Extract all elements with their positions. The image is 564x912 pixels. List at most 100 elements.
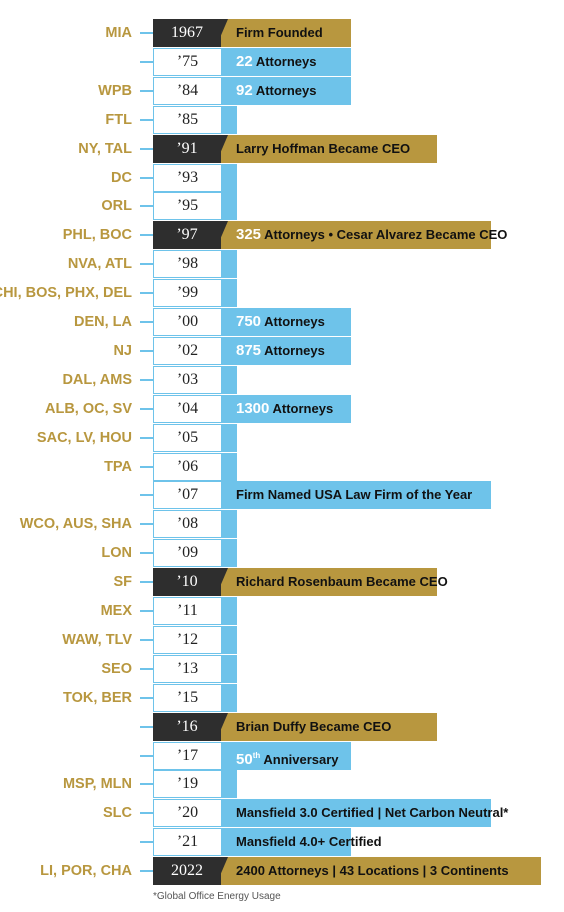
location-label: DC <box>111 169 132 186</box>
milestone-text: Mansfield 4.0+ Certified <box>236 828 382 856</box>
milestone-bar <box>221 47 351 76</box>
timeline-row: TPA ’06 <box>0 452 564 481</box>
milestone-number: 750 <box>236 313 262 330</box>
milestone-bar <box>221 857 541 886</box>
connector-tick <box>140 581 153 584</box>
year-label: ’09 <box>153 539 221 568</box>
location-label: SF <box>113 574 132 591</box>
year-label: ’85 <box>153 105 221 134</box>
timeline-row: ’17 50th Anniversary <box>0 741 564 770</box>
year-label: ’00 <box>153 308 221 336</box>
location-label: MSP, MLN <box>62 776 132 793</box>
connector-tick <box>140 436 153 439</box>
milestone-description: Anniversary <box>260 751 339 767</box>
connector-tick <box>140 292 153 295</box>
milestone-bar <box>221 365 237 394</box>
milestone-bar <box>221 683 237 712</box>
milestone-description: Brian Duffy Became CEO <box>236 718 392 734</box>
milestone-text: Richard Rosenbaum Became CEO <box>236 568 448 596</box>
timeline-row: ’16 Brian Duffy Became CEO <box>0 712 564 741</box>
timeline-row: SF ’10 Richard Rosenbaum Became CEO <box>0 568 564 597</box>
milestone-number: 50 <box>236 750 253 768</box>
milestone-description: Firm Founded <box>236 25 323 40</box>
connector-tick <box>140 870 153 873</box>
milestone-description: Attorneys <box>252 82 317 98</box>
year-label: ’19 <box>153 770 221 799</box>
milestone-bar <box>221 452 237 481</box>
milestone-text: Larry Hoffman Became CEO <box>236 135 410 163</box>
milestone-text: 1300 Attorneys <box>236 395 333 423</box>
location-label: PHL, BOC <box>62 227 132 244</box>
year-label: ’12 <box>153 625 221 654</box>
year-label: ’13 <box>153 654 221 683</box>
year-wedge <box>216 857 228 886</box>
milestone-description: Richard Rosenbaum Became CEO <box>236 574 448 590</box>
connector-tick <box>140 494 153 497</box>
timeline-row: CHI, BOS, PHX, DEL ’99 <box>0 279 564 308</box>
location-label: NY, TAL <box>78 140 132 157</box>
timeline-row: WAW, TLV ’12 <box>0 625 564 654</box>
connector-tick <box>140 89 153 92</box>
year-wedge <box>216 568 228 597</box>
location-label: SLC <box>103 805 132 822</box>
connector-tick <box>140 147 153 150</box>
year-label: ’05 <box>153 423 221 452</box>
year-label: ’07 <box>153 481 221 510</box>
milestone-bar <box>221 712 437 741</box>
milestone-text: Firm Founded <box>236 19 323 47</box>
year-label: ’16 <box>153 712 221 741</box>
timeline-row: ALB, OC, SV ’04 1300 Attorneys <box>0 394 564 423</box>
connector-tick <box>140 176 153 179</box>
location-label: MEX <box>100 603 132 619</box>
timeline-row: FTL ’85 <box>0 105 564 134</box>
milestone-bar <box>221 250 237 279</box>
milestone-bar <box>221 770 237 799</box>
timeline-row: NVA, ATL ’98 <box>0 250 564 279</box>
milestone-text: 750 Attorneys <box>236 308 325 336</box>
timeline-row: ’75 22 Attorneys <box>0 47 564 76</box>
connector-tick <box>140 234 153 237</box>
milestone-bar <box>221 19 351 47</box>
location-label: CHI, BOS, PHX, DEL <box>0 285 132 302</box>
milestone-bar <box>221 308 351 336</box>
connector-tick <box>140 378 153 381</box>
year-label: ’11 <box>153 597 221 625</box>
timeline-row: MSP, MLN ’19 <box>0 770 564 799</box>
timeline-row: WPB ’84 92 Attorneys <box>0 76 564 105</box>
connector-tick <box>140 60 153 63</box>
location-label: TOK, BER <box>62 689 132 706</box>
location-label: TPA <box>104 458 132 475</box>
milestone-description: Attorneys • Cesar Alvarez Became CEO <box>261 227 508 243</box>
year-label: ’91 <box>153 134 221 163</box>
year-label: ’99 <box>153 279 221 308</box>
timeline-row: ORL ’95 <box>0 192 564 221</box>
milestone-bar <box>221 279 237 308</box>
year-label: ’21 <box>153 828 221 857</box>
connector-tick <box>140 349 153 352</box>
location-label: SAC, LV, HOU <box>36 429 132 446</box>
milestone-description: Mansfield 4.0+ Certified <box>236 834 382 850</box>
milestone-description: Mansfield 3.0 Certified | Net Carbon Neu… <box>236 805 509 821</box>
milestone-text: 22 Attorneys <box>236 48 317 76</box>
milestone-bar <box>221 423 237 452</box>
location-label: ALB, OC, SV <box>44 400 132 417</box>
milestone-bar <box>221 625 237 654</box>
milestone-text: 50th Anniversary <box>236 742 339 770</box>
milestone-text: Brian Duffy Became CEO <box>236 713 391 741</box>
year-label: 1967 <box>153 19 221 47</box>
ordinal-suffix: th <box>252 750 261 760</box>
year-label: ’98 <box>153 250 221 279</box>
timeline-row: DC ’93 <box>0 163 564 192</box>
milestone-text: 2400 Attorneys | 43 Locations | 3 Contin… <box>236 857 509 885</box>
milestone-bar <box>221 221 491 250</box>
milestone-description: Attorneys <box>269 400 334 416</box>
connector-tick <box>140 725 153 728</box>
milestone-text: 92 Attorneys <box>236 77 317 105</box>
timeline-row: SLC ’20 Mansfield 3.0 Certified | Net Carb… <box>0 799 564 828</box>
milestone-number: 92 <box>236 81 253 99</box>
year-label: ’15 <box>153 683 221 712</box>
milestone-description: Larry Hoffman Became CEO <box>236 140 411 156</box>
connector-tick <box>140 263 153 266</box>
connector-tick <box>140 321 153 323</box>
